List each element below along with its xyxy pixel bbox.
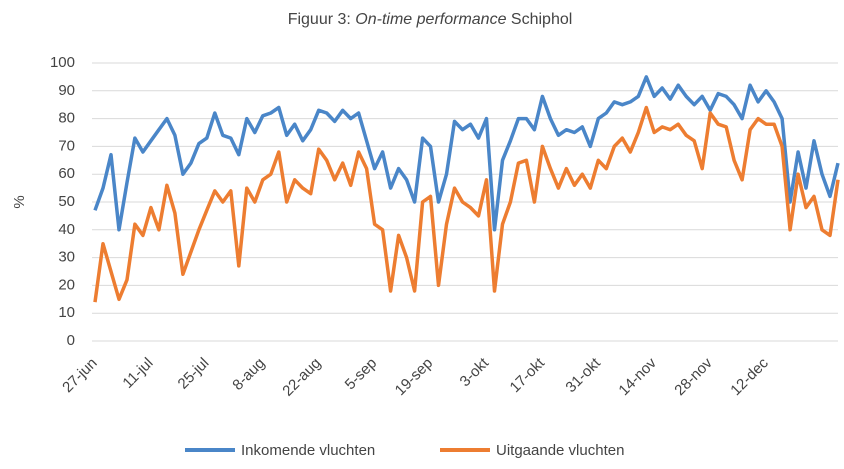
x-tick-label: 25-jul: [175, 355, 213, 393]
x-tick-label: 31-okt: [562, 354, 604, 396]
x-tick-label: 3-okt: [456, 354, 492, 390]
x-tick-label: 22-aug: [279, 355, 324, 400]
x-tick-label: 12-dec: [727, 354, 772, 399]
x-tick-label: 17-okt: [507, 354, 549, 396]
y-tick-label: 40: [58, 221, 75, 238]
y-tick-label: 90: [58, 82, 75, 99]
x-tick-label: 11-jul: [119, 355, 156, 392]
chart-title: Figuur 3: On-time performance Schiphol: [288, 11, 573, 28]
legend-label: Inkomende vluchten: [241, 442, 375, 459]
y-tick-label: 10: [58, 304, 75, 321]
x-tick-label: 8-aug: [229, 355, 268, 394]
series-line: [93, 75, 840, 232]
y-axis-label: %: [11, 195, 28, 208]
y-tick-label: 80: [58, 110, 75, 127]
legend-label: Uitgaande vluchten: [496, 442, 624, 459]
y-tick-label: 20: [58, 276, 75, 293]
series-line: [93, 105, 840, 303]
y-tick-label: 60: [58, 165, 75, 182]
x-tick-label: 19-sep: [392, 355, 436, 399]
x-tick-label: 27-jun: [59, 355, 101, 397]
title-part: On-time performance: [355, 11, 506, 28]
title-part: Figuur 3:: [288, 11, 356, 28]
y-tick-label: 70: [58, 137, 75, 154]
y-tick-label: 30: [58, 249, 75, 266]
x-tick-label: 5-sep: [342, 355, 381, 394]
y-tick-label: 0: [67, 332, 75, 349]
x-tick-label: 28-nov: [671, 354, 716, 399]
title-part: Schiphol: [506, 11, 572, 28]
y-tick-label: 50: [58, 193, 75, 210]
x-tick-label: 14-nov: [615, 354, 660, 399]
y-tick-label: 100: [50, 54, 75, 71]
